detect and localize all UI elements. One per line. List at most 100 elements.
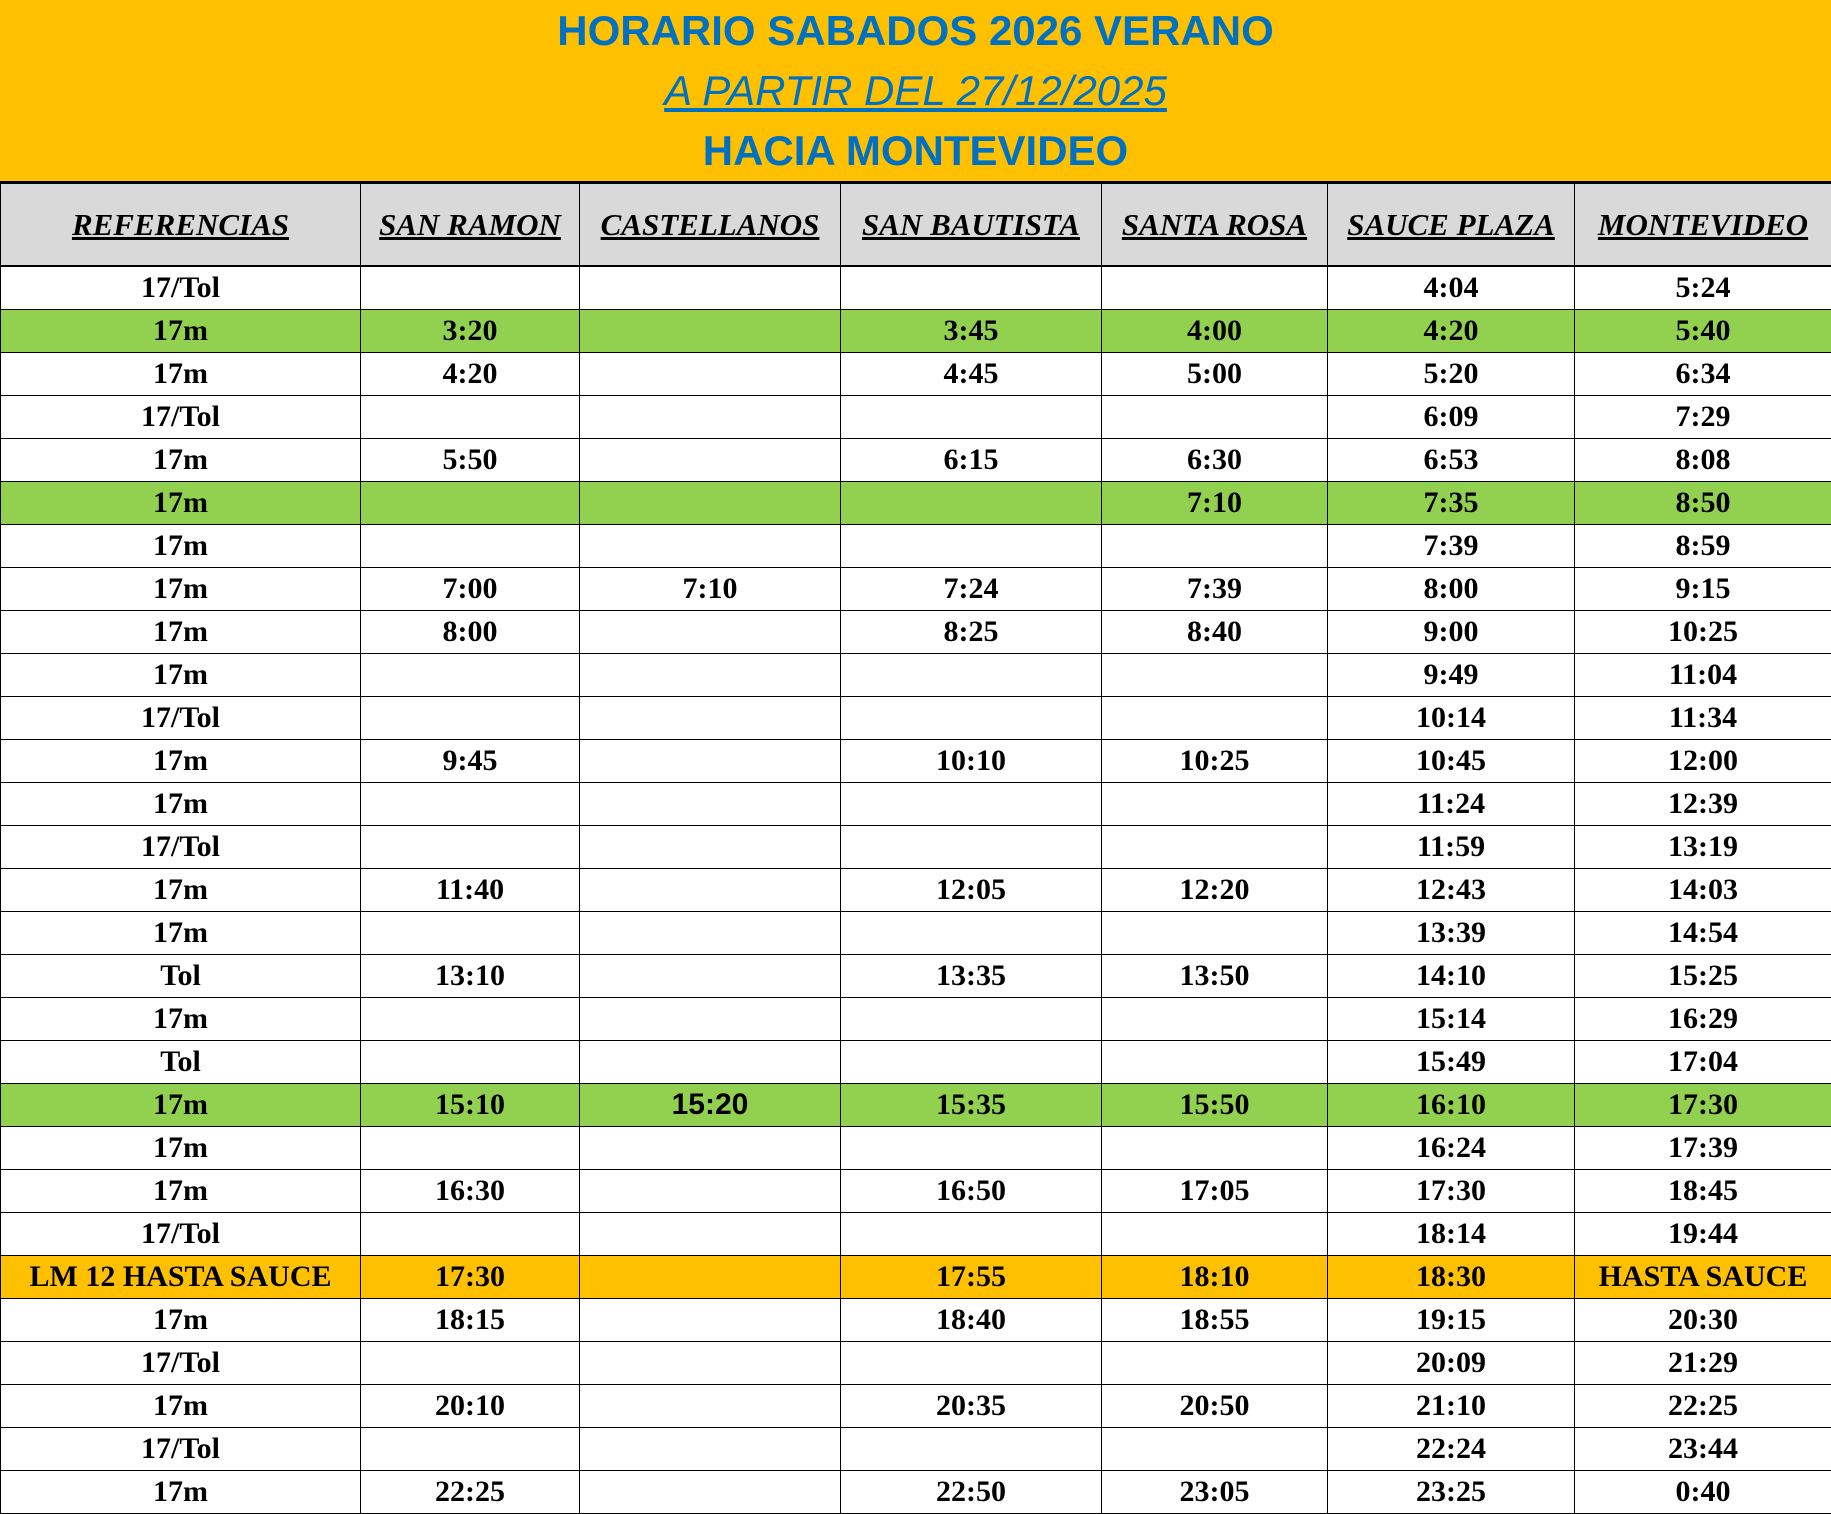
time-cell: 4:45 — [841, 353, 1102, 396]
time-cell — [841, 525, 1102, 568]
time-cell — [361, 525, 580, 568]
time-cell: 10:14 — [1328, 697, 1575, 740]
time-cell: 8:00 — [1328, 568, 1575, 611]
time-cell: 8:00 — [361, 611, 580, 654]
time-cell: 7:10 — [1102, 482, 1328, 525]
time-cell: 5:50 — [361, 439, 580, 482]
time-cell — [841, 1342, 1102, 1385]
time-cell — [361, 1041, 580, 1084]
reference-cell: 17/Tol — [1, 266, 361, 310]
time-cell — [580, 1213, 841, 1256]
time-cell — [841, 783, 1102, 826]
time-cell: 10:10 — [841, 740, 1102, 783]
time-cell — [841, 1041, 1102, 1084]
time-cell — [361, 1213, 580, 1256]
column-header: SAN RAMON — [361, 184, 580, 267]
time-cell — [841, 482, 1102, 525]
time-cell: 17:04 — [1575, 1041, 1831, 1084]
time-cell: 7:00 — [361, 568, 580, 611]
time-cell: 12:43 — [1328, 869, 1575, 912]
time-cell — [580, 1428, 841, 1471]
time-cell: 9:00 — [1328, 611, 1575, 654]
time-cell: 16:24 — [1328, 1127, 1575, 1170]
time-cell — [580, 396, 841, 439]
time-cell: 4:20 — [1328, 310, 1575, 353]
time-cell — [580, 1170, 841, 1213]
time-cell: 15:20 — [580, 1084, 841, 1127]
time-cell: 13:19 — [1575, 826, 1831, 869]
time-cell: 13:50 — [1102, 955, 1328, 998]
time-cell: 19:44 — [1575, 1213, 1831, 1256]
time-cell: 21:29 — [1575, 1342, 1831, 1385]
time-cell — [1102, 697, 1328, 740]
column-header: SAUCE PLAZA — [1328, 184, 1575, 267]
time-cell — [1102, 1342, 1328, 1385]
time-cell — [841, 1213, 1102, 1256]
time-cell: 20:35 — [841, 1385, 1102, 1428]
reference-cell: 17m — [1, 1127, 361, 1170]
time-cell: 6:30 — [1102, 439, 1328, 482]
time-cell: 8:50 — [1575, 482, 1831, 525]
reference-cell: 17/Tol — [1, 1428, 361, 1471]
time-cell: 5:24 — [1575, 266, 1831, 310]
time-cell — [580, 1256, 841, 1299]
time-cell — [580, 998, 841, 1041]
time-cell — [580, 654, 841, 697]
time-cell: 18:45 — [1575, 1170, 1831, 1213]
time-cell: 12:00 — [1575, 740, 1831, 783]
time-cell: 23:44 — [1575, 1428, 1831, 1471]
time-cell — [361, 654, 580, 697]
reference-cell: 17m — [1, 783, 361, 826]
reference-cell: 17/Tol — [1, 1342, 361, 1385]
time-cell: 16:30 — [361, 1170, 580, 1213]
time-cell: 10:25 — [1102, 740, 1328, 783]
time-cell: 12:05 — [841, 869, 1102, 912]
time-cell: 22:25 — [361, 1471, 580, 1514]
time-cell — [580, 1127, 841, 1170]
reference-cell: 17m — [1, 568, 361, 611]
time-cell: 17:30 — [361, 1256, 580, 1299]
time-cell — [361, 396, 580, 439]
reference-cell: 17/Tol — [1, 826, 361, 869]
time-cell: 15:35 — [841, 1084, 1102, 1127]
time-cell: 22:50 — [841, 1471, 1102, 1514]
time-cell: 6:53 — [1328, 439, 1575, 482]
time-cell: 9:15 — [1575, 568, 1831, 611]
time-cell — [841, 826, 1102, 869]
time-cell — [580, 439, 841, 482]
time-cell: 12:20 — [1102, 869, 1328, 912]
time-cell: 11:04 — [1575, 654, 1831, 697]
time-cell — [580, 912, 841, 955]
time-cell — [1102, 783, 1328, 826]
time-cell — [361, 1127, 580, 1170]
reference-cell: 17m — [1, 1084, 361, 1127]
time-cell: 14:54 — [1575, 912, 1831, 955]
time-cell: 15:50 — [1102, 1084, 1328, 1127]
time-cell: 17:55 — [841, 1256, 1102, 1299]
time-cell: 11:40 — [361, 869, 580, 912]
time-cell — [580, 697, 841, 740]
time-cell: 18:14 — [1328, 1213, 1575, 1256]
time-cell: 17:39 — [1575, 1127, 1831, 1170]
time-cell: 4:04 — [1328, 266, 1575, 310]
time-cell — [580, 353, 841, 396]
time-cell: 3:20 — [361, 310, 580, 353]
time-cell: 22:25 — [1575, 1385, 1831, 1428]
time-cell — [841, 998, 1102, 1041]
schedule-direction: HACIA MONTEVIDEO — [703, 121, 1128, 181]
reference-cell: 17/Tol — [1, 697, 361, 740]
